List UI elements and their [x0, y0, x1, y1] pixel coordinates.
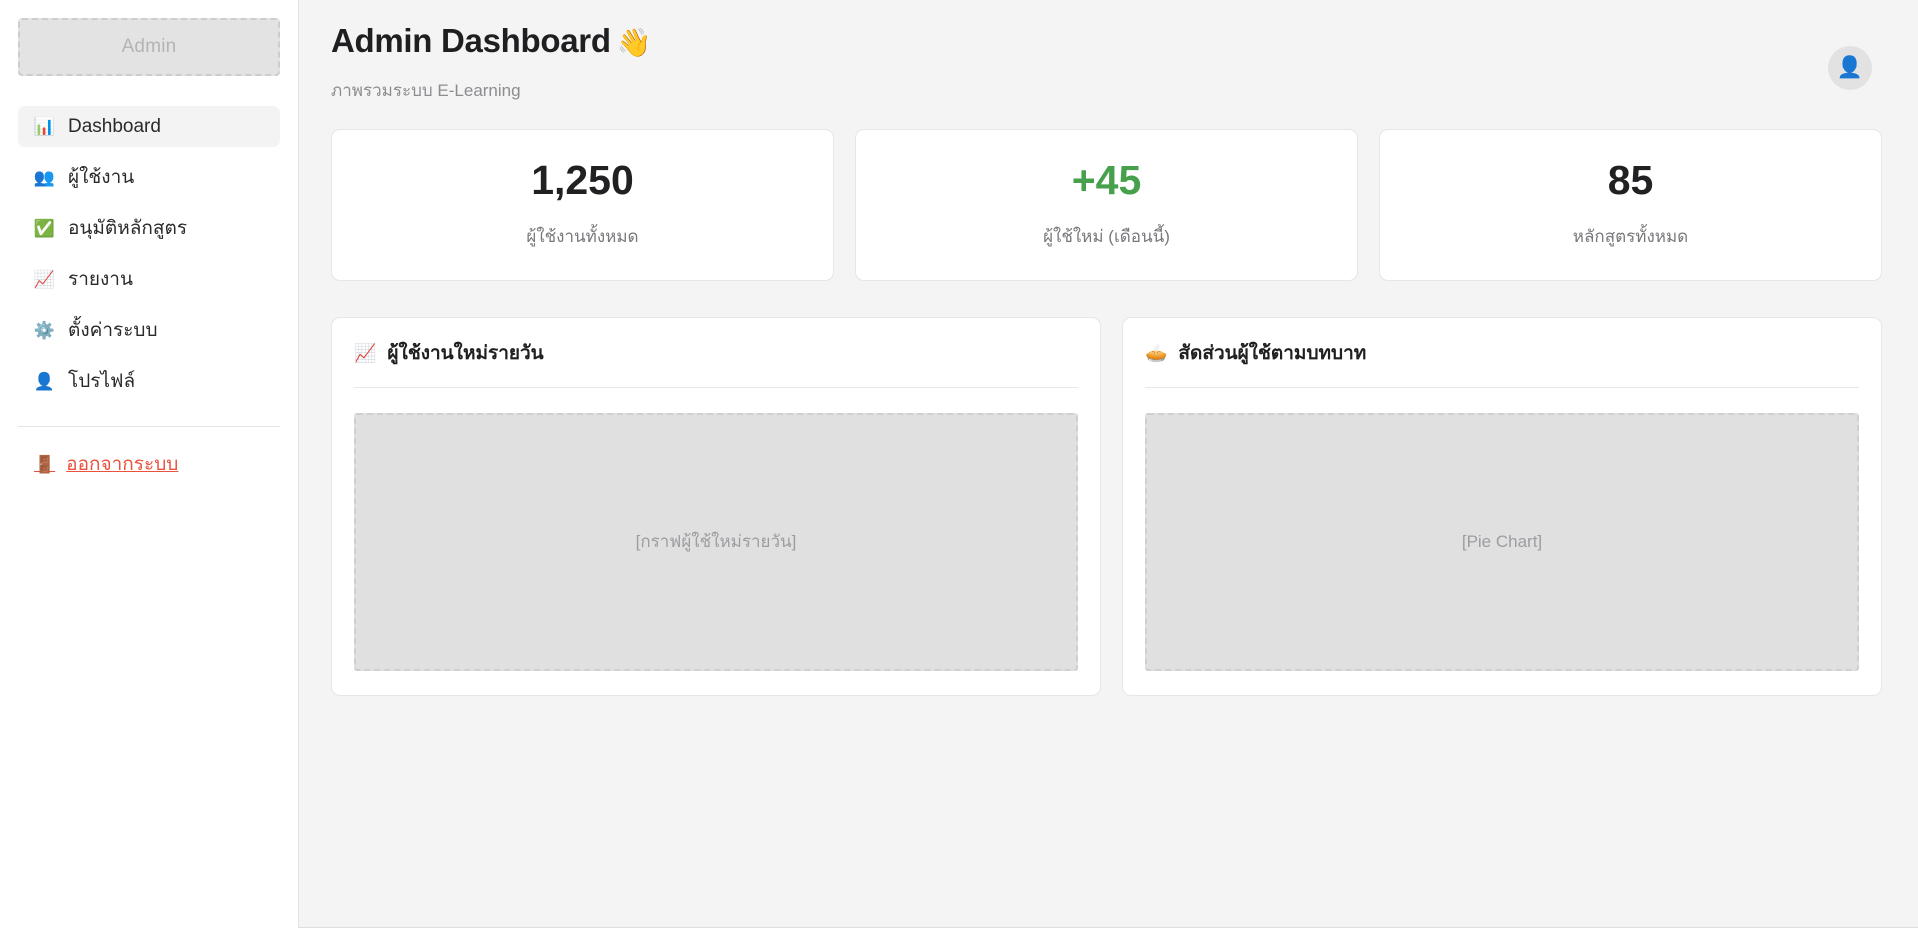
stat-value: +45: [1071, 156, 1142, 203]
sidebar-item-system-settings[interactable]: ⚙️ ตั้งค่าระบบ: [18, 310, 280, 351]
sidebar-nav: 📊 Dashboard 👥 ผู้ใช้งาน ✅ อนุมัติหลักสูต…: [18, 106, 280, 412]
door-icon: 🚪: [34, 454, 56, 474]
sidebar-item-dashboard[interactable]: 📊 Dashboard: [18, 106, 280, 147]
gear-icon: ⚙️: [33, 321, 56, 340]
stat-label: ผู้ใช้งานทั้งหมด: [526, 226, 639, 246]
stat-cards-row: 1,250 ผู้ใช้งานทั้งหมด +45 ผู้ใช้ใหม่ (เ…: [331, 128, 1882, 281]
line-chart-icon: 📈: [33, 270, 56, 289]
sidebar-item-label: อนุมัติหลักสูตร: [68, 218, 188, 239]
panel-header: 🥧 สัดส่วนผู้ใช้ตามบทบาท: [1145, 338, 1859, 388]
sidebar-item-profile[interactable]: 👤 โปรไฟล์: [18, 361, 280, 402]
stat-label: หลักสูตรทั้งหมด: [1572, 226, 1689, 246]
pie-chart-icon: 🥧: [1145, 342, 1168, 363]
panel-title: สัดส่วนผู้ใช้ตามบทบาท: [1178, 342, 1367, 364]
stat-label: ผู้ใช้ใหม่ (เดือนนี้): [1043, 226, 1170, 246]
page-heading-group: Admin Dashboard 👋 ภาพรวมระบบ E-Learning: [331, 22, 652, 104]
sidebar-item-course-approval[interactable]: ✅ อนุมัติหลักสูตร: [18, 208, 280, 249]
panel-title: ผู้ใช้งานใหม่รายวัน: [387, 342, 544, 364]
logout-link[interactable]: 🚪 ออกจากระบบ: [18, 449, 280, 479]
page-subtitle: ภาพรวมระบบ E-Learning: [331, 80, 521, 100]
stat-value: 1,250: [531, 156, 634, 203]
sidebar-item-users[interactable]: 👥 ผู้ใช้งาน: [18, 157, 280, 198]
page-topbar: Admin Dashboard 👋 ภาพรวมระบบ E-Learning 👤: [331, 22, 1882, 104]
users-icon: 👥: [33, 168, 56, 187]
main-content: Admin Dashboard 👋 ภาพรวมระบบ E-Learning 👤…: [299, 0, 1918, 928]
stat-card-new-users: +45 ผู้ใช้ใหม่ (เดือนนี้): [855, 128, 1358, 281]
page-title: Admin Dashboard 👋: [331, 22, 652, 60]
sidebar-item-label: ตั้งค่าระบบ: [68, 320, 158, 341]
person-icon: 👤: [33, 372, 56, 391]
chart-placeholder-daily-users: [กราฟผู้ใช้ใหม่รายวัน]: [354, 412, 1078, 671]
panel-header: 📈 ผู้ใช้งานใหม่รายวัน: [354, 338, 1078, 388]
stat-card-total-users: 1,250 ผู้ใช้งานทั้งหมด: [331, 128, 834, 281]
check-mark-icon: ✅: [33, 219, 56, 238]
brand-logo-box: Admin: [18, 18, 280, 76]
chart-placeholder-pie-chart: [Pie Chart]: [1145, 412, 1859, 671]
sidebar: Admin 📊 Dashboard 👥 ผู้ใช้งาน ✅ อนุมัติห…: [0, 0, 299, 928]
sidebar-item-label: โปรไฟล์: [68, 371, 136, 392]
logout-label: ออกจากระบบ: [66, 454, 179, 475]
panel-daily-new-users: 📈 ผู้ใช้งานใหม่รายวัน [กราฟผู้ใช้ใหม่ราย…: [331, 316, 1101, 696]
panel-user-role-ratio: 🥧 สัดส่วนผู้ใช้ตามบทบาท [Pie Chart]: [1122, 316, 1882, 696]
brand-label: Admin: [121, 36, 177, 57]
waving-hand-icon: 👋: [616, 27, 652, 58]
sidebar-divider: [18, 426, 280, 427]
person-icon: 👤: [1836, 56, 1864, 79]
bar-chart-icon: 📊: [33, 117, 56, 136]
sidebar-item-label: รายงาน: [68, 269, 133, 290]
sidebar-item-label: ผู้ใช้งาน: [68, 167, 135, 188]
chart-panels-row: 📈 ผู้ใช้งานใหม่รายวัน [กราฟผู้ใช้ใหม่ราย…: [331, 316, 1882, 696]
page-title-text: Admin Dashboard: [331, 22, 611, 59]
line-chart-icon: 📈: [354, 342, 377, 363]
sidebar-item-label: Dashboard: [68, 116, 161, 137]
stat-card-total-courses: 85 หลักสูตรทั้งหมด: [1379, 128, 1882, 281]
avatar[interactable]: 👤: [1828, 46, 1872, 90]
sidebar-item-reports[interactable]: 📈 รายงาน: [18, 259, 280, 300]
stat-value: 85: [1607, 156, 1654, 203]
